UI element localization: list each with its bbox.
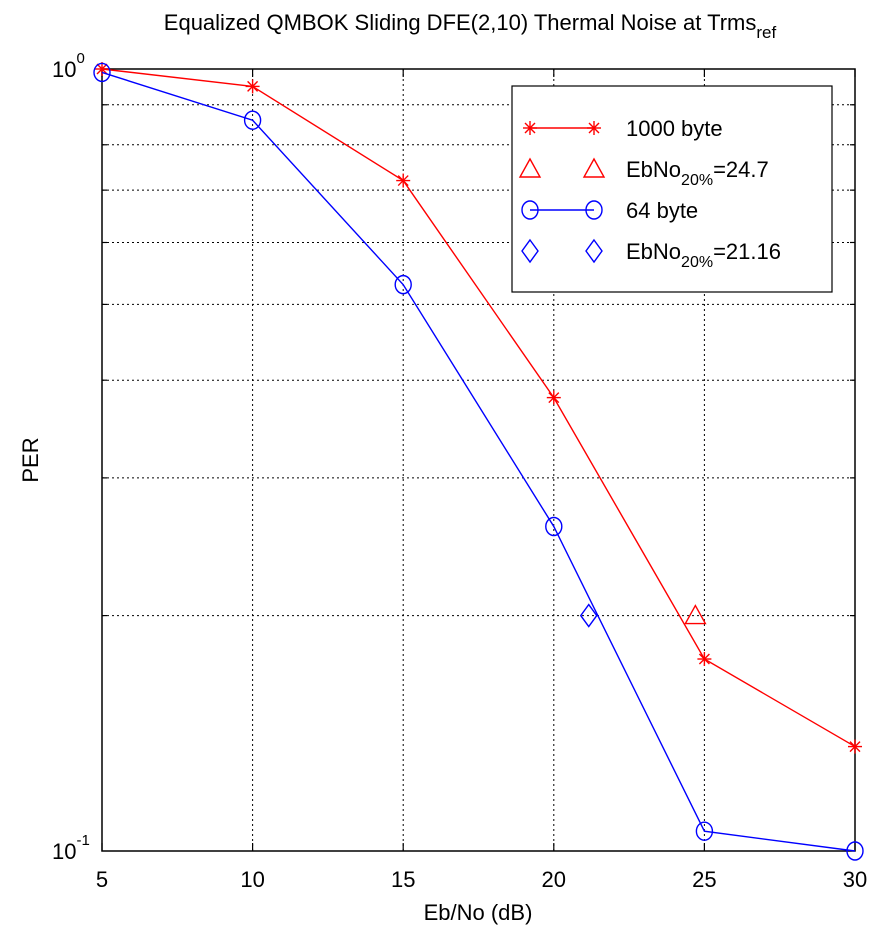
series-line	[101, 68, 856, 748]
marker-stroke	[96, 63, 108, 75]
plot-area-frame	[101, 68, 856, 852]
y-axis-label: PER	[18, 437, 43, 482]
x-tick-label: 20	[542, 867, 566, 892]
series-ebno	[684, 604, 707, 625]
x-axis-label: Eb/No (dB)	[424, 900, 533, 925]
series-ebno	[579, 603, 598, 628]
asterisk-marker	[546, 390, 561, 405]
legend-label: EbNo20%=24.7	[626, 157, 769, 189]
asterisk-marker	[848, 739, 862, 754]
diamond-marker	[579, 603, 598, 628]
series-line	[101, 71, 856, 852]
x-tick-label: 30	[843, 867, 867, 892]
asterisk-marker	[697, 652, 712, 667]
y-tick-label: 10-1	[52, 832, 90, 864]
x-tick-label: 10	[240, 867, 264, 892]
legend-label: 64 byte	[626, 198, 698, 223]
axis-ticks: 5 10 15 20 25 30 100 10-1	[52, 50, 867, 892]
x-tick-label: 15	[391, 867, 415, 892]
triangle-marker	[518, 157, 542, 178]
triangle-marker	[684, 604, 707, 625]
legend-label: EbNo20%=21.16	[626, 239, 781, 271]
circle-marker	[545, 516, 563, 537]
marker-stroke	[849, 741, 861, 753]
circle-marker	[394, 274, 412, 295]
x-tick-label: 25	[692, 867, 716, 892]
asterisk-marker	[396, 173, 411, 188]
circle-marker	[521, 200, 539, 220]
asterisk-marker	[95, 62, 109, 76]
marker-stroke	[588, 122, 600, 134]
circle-marker	[846, 841, 864, 861]
circle-marker	[93, 62, 111, 83]
y-tick-label: 100	[52, 50, 85, 82]
legend-label: 1000 byte	[626, 116, 723, 141]
series-64-byte	[93, 62, 864, 861]
asterisk-marker	[587, 121, 601, 135]
circle-marker	[695, 821, 714, 841]
chart-title-subscript: ref	[756, 23, 776, 42]
asterisk-marker	[245, 79, 260, 94]
marker-stroke	[397, 175, 409, 187]
circle-marker	[243, 110, 262, 130]
marker-stroke	[247, 80, 259, 92]
series-1000-byte	[95, 62, 862, 754]
diamond-marker	[585, 238, 603, 264]
legend: 1000 byte EbNo20%=24.7 64 byte EbNo20%=21.1…	[511, 85, 833, 293]
marker-stroke	[548, 392, 560, 404]
asterisk-marker	[523, 121, 537, 135]
legend-box	[511, 85, 833, 293]
series-group	[93, 62, 864, 861]
marker-stroke	[698, 653, 710, 665]
marker-stroke	[524, 122, 536, 134]
diamond-marker	[521, 238, 539, 264]
triangle-marker	[582, 157, 606, 178]
circle-marker	[585, 200, 603, 220]
x-tick-label: 5	[96, 867, 108, 892]
chart-title: Equalized QMBOK Sliding DFE(2,10) Therma…	[164, 10, 777, 42]
